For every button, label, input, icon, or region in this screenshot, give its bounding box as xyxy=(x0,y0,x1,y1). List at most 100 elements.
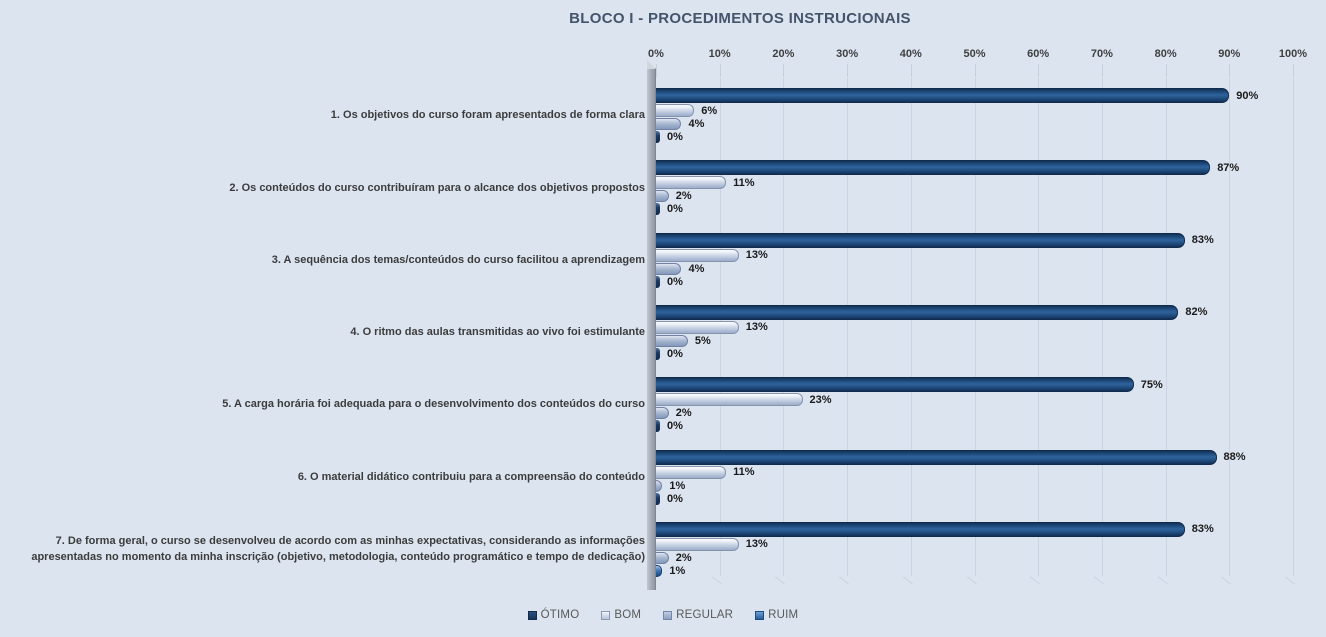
data-label: 13% xyxy=(745,538,768,551)
bar-otimo xyxy=(656,377,1134,393)
bar-ruim xyxy=(656,203,660,216)
data-label: 5% xyxy=(694,334,711,347)
bar-ruim xyxy=(656,564,663,577)
axis-tick xyxy=(847,64,849,77)
data-label: 23% xyxy=(809,393,832,406)
bar-otimo xyxy=(656,449,1217,465)
bar-otimo xyxy=(656,160,1211,176)
legend-label: REGULAR xyxy=(676,609,734,621)
plot-area: 0% 10% 20% 30% 40% 50% 60% 70% 80% 90% 100% 90% 6% 4%… xyxy=(647,48,1307,590)
legend-item-ruim: RUIM xyxy=(755,609,798,621)
x-axis-tick-label: 80% xyxy=(1154,48,1177,60)
gridline xyxy=(847,78,849,576)
gridline xyxy=(1293,78,1294,576)
category-label: 7. De forma geral, o curso se desenvolve… xyxy=(31,534,645,564)
bar-bom xyxy=(656,465,727,479)
bar-ruim xyxy=(656,131,660,143)
category-label: 6. O material didático contribuiu para a… xyxy=(297,470,645,483)
bar-bom xyxy=(656,248,739,262)
gridline xyxy=(783,78,785,576)
category-label: 2. Os conteúdos do curso contribuíram pa… xyxy=(229,181,645,194)
data-label: 83% xyxy=(1191,234,1214,247)
data-label: 0% xyxy=(667,492,683,505)
data-label: 83% xyxy=(1191,523,1214,536)
category-label: 5. A carga horária foi adequada para o d… xyxy=(222,398,645,411)
legend-label: BOM xyxy=(614,609,642,621)
bar-regular xyxy=(656,479,663,492)
axis-tick xyxy=(1038,64,1040,77)
chart-title: BLOCO I - PROCEDIMENTOS INSTRUCIONAIS xyxy=(569,10,911,27)
legend-marker-ruim-icon xyxy=(755,610,765,620)
legend-marker-otimo-icon xyxy=(527,610,537,620)
x-axis-tick-label: 20% xyxy=(772,48,795,60)
data-label: 0% xyxy=(667,275,683,288)
axis-tick xyxy=(783,64,785,77)
bar-regular xyxy=(656,334,688,347)
bar-regular xyxy=(656,407,669,420)
data-label: 87% xyxy=(1217,161,1240,174)
data-label: 13% xyxy=(745,321,768,334)
bar-regular xyxy=(656,118,682,130)
data-label: 75% xyxy=(1140,378,1163,391)
axis-tick xyxy=(1165,64,1167,77)
legend-item-bom: BOM xyxy=(601,609,641,621)
bar-bom xyxy=(656,104,695,117)
bar-bom xyxy=(656,320,739,334)
category-label: 3. A sequência dos temas/conteúdos do cu… xyxy=(271,253,645,266)
data-label: 11% xyxy=(733,466,755,478)
bar-ruim xyxy=(656,275,660,288)
axis-tick xyxy=(974,64,976,77)
bar-ruim xyxy=(656,347,660,360)
bar-bom xyxy=(656,537,739,551)
data-label: 2% xyxy=(675,190,692,203)
bar-otimo xyxy=(656,88,1230,103)
data-label: 6% xyxy=(701,104,718,117)
x-axis-tick-label: 90% xyxy=(1218,48,1241,60)
data-label: 1% xyxy=(669,479,686,492)
x-axis-tick-label: 100% xyxy=(1278,48,1308,60)
legend-label: ÓTIMO xyxy=(540,609,580,621)
bar-regular xyxy=(656,262,682,275)
data-label: 4% xyxy=(688,118,705,130)
axis-wall xyxy=(647,68,656,590)
bar-otimo xyxy=(656,521,1185,537)
data-label: 13% xyxy=(745,249,768,262)
gridline xyxy=(974,78,976,576)
bar-otimo xyxy=(656,232,1185,248)
data-label: 4% xyxy=(688,262,705,275)
bar-bom xyxy=(656,176,727,190)
legend-label: RUIM xyxy=(768,609,799,621)
bar-ruim xyxy=(656,492,660,505)
x-axis-tick-label: 70% xyxy=(1090,48,1113,60)
bar-otimo xyxy=(656,304,1179,320)
x-axis-tick-label: 10% xyxy=(708,48,731,60)
data-label: 88% xyxy=(1223,451,1246,463)
data-label: 0% xyxy=(667,203,683,216)
x-axis-tick-label: 0% xyxy=(648,48,664,60)
data-label: 0% xyxy=(667,347,683,360)
legend-item-otimo: ÓTIMO xyxy=(527,609,580,621)
axis-tick xyxy=(656,64,657,77)
data-label: 0% xyxy=(667,131,683,143)
data-label: 2% xyxy=(675,551,692,564)
x-axis-tick-label: 50% xyxy=(963,48,986,60)
gridline xyxy=(1038,78,1040,576)
data-label: 82% xyxy=(1185,306,1208,319)
axis-tick xyxy=(910,64,912,77)
category-label: 1. Os objetivos do curso foram apresenta… xyxy=(330,109,645,122)
x-axis-tick-label: 60% xyxy=(1027,48,1050,60)
data-label: 2% xyxy=(675,407,692,420)
x-axis-tick-label: 40% xyxy=(899,48,922,60)
data-label: 0% xyxy=(667,420,683,433)
bar-ruim xyxy=(656,420,660,433)
gridline xyxy=(910,78,912,576)
legend: ÓTIMO BOM REGULAR RUIM xyxy=(0,609,1326,621)
category-label: 4. O ritmo das aulas transmitidas ao viv… xyxy=(350,326,645,339)
axis-tick xyxy=(1293,64,1294,77)
x-axis-tick-label: 30% xyxy=(836,48,859,60)
bar-bom xyxy=(656,393,803,407)
data-label: 90% xyxy=(1236,89,1259,102)
legend-marker-regular-icon xyxy=(663,610,673,620)
legend-marker-bom-icon xyxy=(601,610,611,620)
gridline xyxy=(1101,78,1103,576)
